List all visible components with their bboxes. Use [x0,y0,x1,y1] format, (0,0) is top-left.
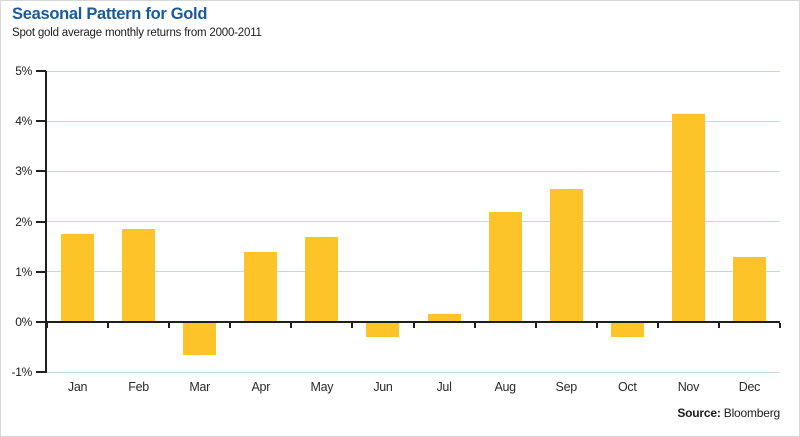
x-axis-tick [534,323,537,328]
x-tick-label: Jun [373,380,393,394]
gridline [47,271,780,273]
y-axis-tick [36,371,46,374]
y-tick-label: 1% [15,264,32,279]
chart-subtitle: Spot gold average monthly returns from 2… [12,27,262,39]
y-axis-tick [36,120,46,123]
y-axis-tick [36,321,46,323]
source-label: Source: [677,406,721,420]
bar-aug [488,211,522,322]
x-axis-tick [229,323,232,328]
gridline [47,170,780,172]
x-tick-label: Feb [128,380,149,394]
bar-may [305,236,339,322]
x-axis-tick [656,323,659,328]
x-tick-label: Nov [677,380,700,394]
y-axis-tick [36,170,46,173]
gridline [47,371,780,373]
gridline [47,221,780,223]
bar-sep [549,188,583,322]
x-axis-tick [46,323,48,328]
bar-mar [183,322,217,355]
y-axis-line [45,71,47,374]
bar-feb [122,229,156,322]
x-axis-tick [595,323,598,328]
x-tick-label: Oct [618,380,637,394]
bar-dec [732,256,766,322]
y-tick-label: 3% [15,164,32,179]
x-tick-label: Aug [494,380,516,394]
x-tick-label: May [310,380,334,394]
chart-title: Seasonal Pattern for Gold [12,5,208,23]
x-axis-tick [107,323,110,328]
x-tick-label: Dec [738,380,761,394]
y-axis-tick [36,70,46,72]
x-axis-tick [779,323,781,328]
x-tick-label: Jan [67,380,88,394]
bar-jan [61,234,95,322]
y-tick-label: -1% [11,365,33,380]
bar-oct [610,322,644,338]
x-tick-label: Apr [251,380,271,394]
x-axis-tick [351,323,354,328]
bar-jul [427,314,461,322]
y-tick-label: 5% [15,64,32,78]
x-axis-tick [412,323,415,328]
x-axis-tick [717,323,720,328]
y-tick-label: 0% [15,315,32,329]
bar-jun [366,322,400,338]
y-tick-label: 4% [15,114,32,129]
x-axis-tick [168,323,171,328]
bar-nov [671,113,705,322]
source-note: Source: Bloomberg [677,406,780,420]
gridline [47,120,780,122]
y-axis-tick [36,270,46,273]
y-axis-tick [36,220,46,223]
source-value: Bloomberg [723,406,780,420]
x-axis-line [45,321,780,323]
x-tick-label: Mar [189,380,211,394]
gridline [47,70,780,72]
x-tick-label: Jul [436,380,452,394]
x-axis-tick [473,323,476,328]
y-tick-label: 2% [15,214,32,229]
x-axis-tick [290,323,293,328]
x-tick-label: Sep [555,380,578,394]
bar-apr [244,251,278,322]
